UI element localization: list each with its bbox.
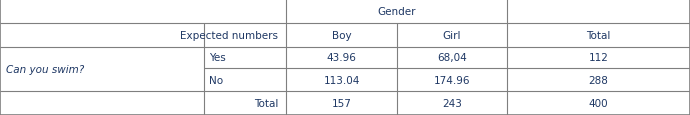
Text: 243: 243 bbox=[442, 98, 462, 108]
Text: Yes: Yes bbox=[209, 53, 226, 63]
Text: Boy: Boy bbox=[332, 30, 351, 40]
Text: 288: 288 bbox=[589, 75, 609, 85]
Text: Total: Total bbox=[254, 98, 278, 108]
Text: 400: 400 bbox=[589, 98, 609, 108]
Text: 112: 112 bbox=[589, 53, 609, 63]
Text: Gender: Gender bbox=[377, 7, 416, 17]
Text: 68,04: 68,04 bbox=[437, 53, 467, 63]
Text: No: No bbox=[209, 75, 223, 85]
Text: 113.04: 113.04 bbox=[324, 75, 359, 85]
Text: Girl: Girl bbox=[443, 30, 461, 40]
Text: Expected numbers: Expected numbers bbox=[180, 30, 278, 40]
Text: Total: Total bbox=[586, 30, 611, 40]
Text: 174.96: 174.96 bbox=[434, 75, 470, 85]
Text: Can you swim?: Can you swim? bbox=[6, 64, 83, 74]
Text: 157: 157 bbox=[332, 98, 351, 108]
Text: 43.96: 43.96 bbox=[326, 53, 357, 63]
